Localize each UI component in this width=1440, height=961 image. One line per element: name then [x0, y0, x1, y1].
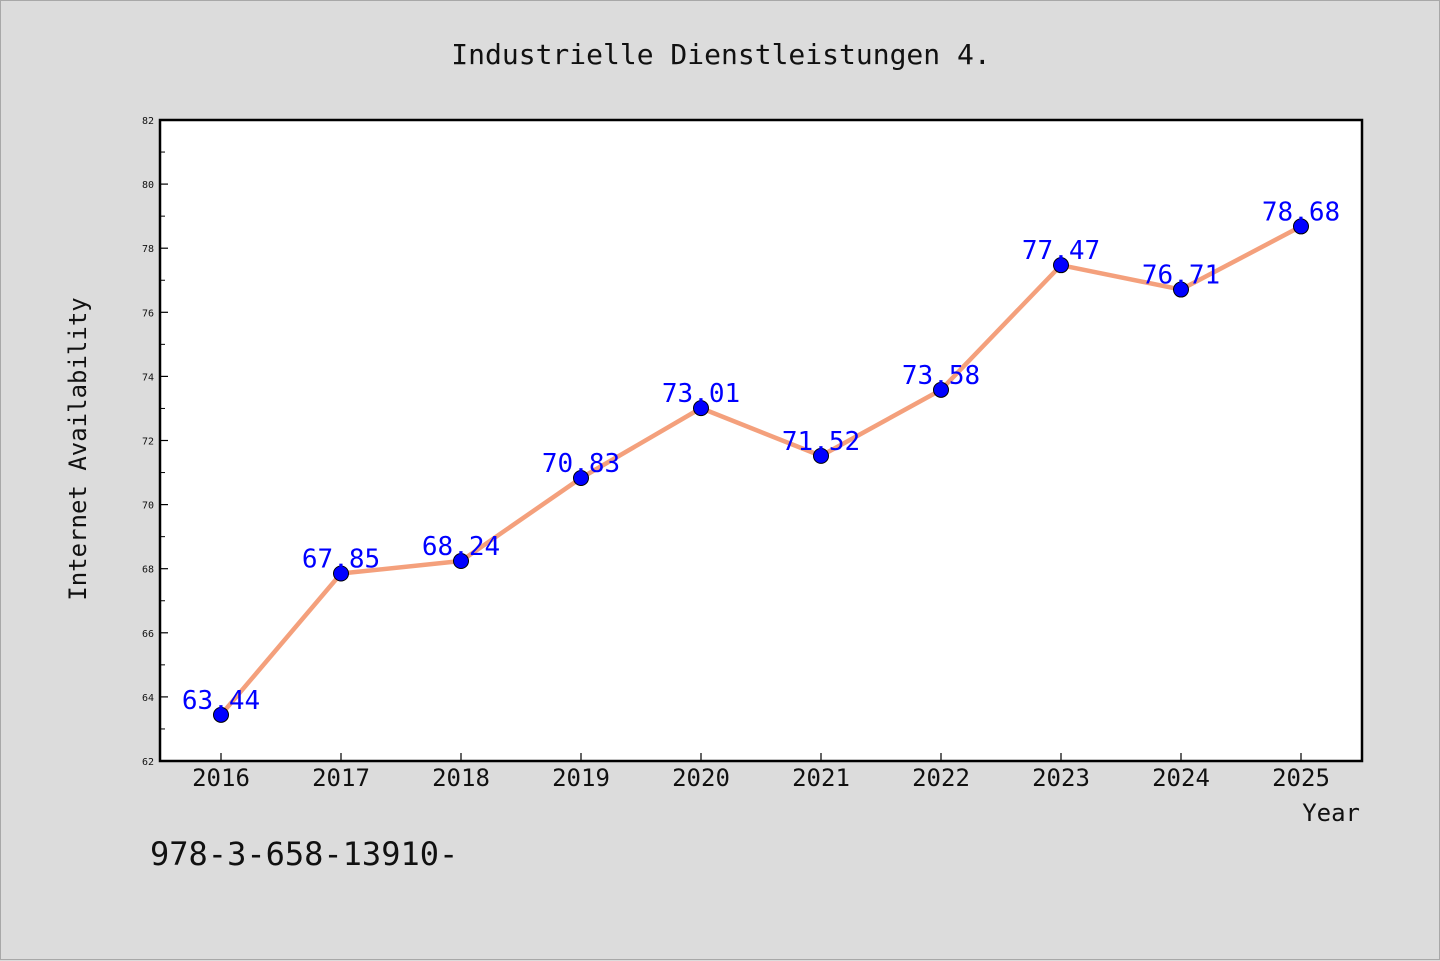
data-label: 63.44 — [182, 686, 260, 716]
x-tick-label: 2023 — [1032, 764, 1090, 792]
data-point — [453, 553, 469, 570]
data-labels: 63.44 67.85 68.24 70.83 73.01 71.52 73.58 77.47… — [182, 197, 1340, 715]
y-tick-label: 78 — [142, 244, 154, 255]
data-point — [1053, 257, 1069, 274]
data-point — [1173, 281, 1189, 298]
y-tick-label: 82 — [142, 116, 154, 127]
series-markers — [213, 218, 1309, 723]
data-point — [573, 469, 589, 486]
y-tick-label: 66 — [142, 629, 154, 640]
data-point — [933, 381, 949, 398]
chart-title: Industrielle Dienstleistungen 4. — [451, 38, 990, 71]
y-tick-label: 68 — [142, 565, 154, 576]
plot-area — [158, 118, 1364, 763]
data-label: 70.83 — [542, 449, 620, 479]
x-axis-label: Year — [1302, 799, 1360, 827]
x-tick-label: 2021 — [792, 764, 850, 792]
data-point — [1293, 218, 1309, 235]
x-tick-label: 2016 — [192, 764, 250, 792]
x-tick-label: 2024 — [1152, 764, 1210, 792]
series-line — [218, 224, 1304, 718]
data-point — [333, 565, 349, 582]
y-tick-label: 64 — [142, 693, 154, 704]
x-tick-label: 2017 — [312, 764, 370, 792]
x-tick-label: 2018 — [432, 764, 490, 792]
x-tick-label: 2025 — [1272, 764, 1330, 792]
y-tick-label: 62 — [142, 757, 154, 768]
data-label: 77.47 — [1022, 236, 1100, 266]
y-tick-label: 80 — [142, 180, 154, 191]
data-point — [813, 447, 829, 464]
footer-text: 978-3-658-13910- — [150, 835, 458, 873]
y-axis: 62 64 66 68 70 72 74 76 78 80 82 — [142, 116, 168, 768]
y-tick-label: 76 — [142, 308, 154, 319]
y-tick-label: 74 — [142, 372, 154, 383]
data-point — [213, 706, 229, 723]
x-tick-label: 2019 — [552, 764, 610, 792]
data-label: 73.58 — [902, 361, 980, 391]
data-label: 68.24 — [422, 532, 500, 562]
data-label: 71.52 — [782, 427, 860, 457]
data-label: 67.85 — [302, 545, 380, 575]
data-point — [693, 400, 709, 417]
y-axis-label: Internet Availability — [64, 297, 92, 600]
x-axis: 2016 2017 2018 2019 2020 2021 2022 2023 2024 2025 — [192, 753, 1330, 792]
data-label: 73.01 — [662, 379, 740, 409]
data-label: 76.71 — [1142, 261, 1220, 291]
y-tick-label: 72 — [142, 437, 154, 448]
x-tick-label: 2022 — [912, 764, 970, 792]
data-label: 78.68 — [1262, 197, 1340, 227]
x-tick-label: 2020 — [672, 764, 730, 792]
y-tick-label: 70 — [142, 501, 154, 512]
